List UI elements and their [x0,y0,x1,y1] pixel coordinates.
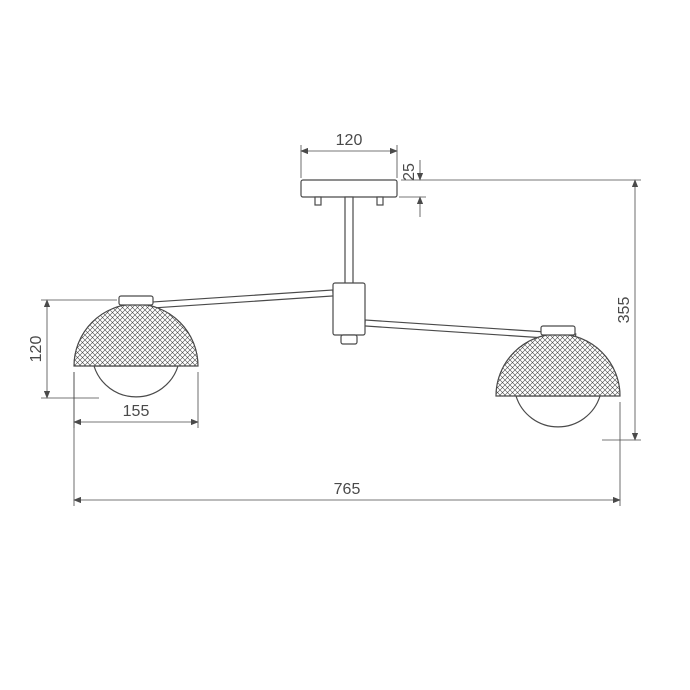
central-hub [333,283,365,335]
ceiling-mount-plate [301,180,397,197]
dim-shade-width-label: 155 [123,403,150,420]
dim-overall-height-label: 355 [616,297,633,324]
vertical-stem [345,197,353,285]
dim-overall-width-label: 765 [334,481,361,498]
dim-mount-width-label: 120 [336,132,363,149]
dim-mount-height: 25 [399,160,426,217]
dim-mount-height-label: 25 [401,163,418,181]
shade-left [74,296,198,397]
dim-mount-width: 120 [301,132,397,178]
dim-shade-height-label: 120 [28,336,45,363]
shade-right [496,326,620,427]
mount-screw-left [315,197,321,205]
hub-knob [341,335,357,344]
mount-screw-right [377,197,383,205]
technical-drawing: 765 355 120 25 155 120 [0,0,690,690]
